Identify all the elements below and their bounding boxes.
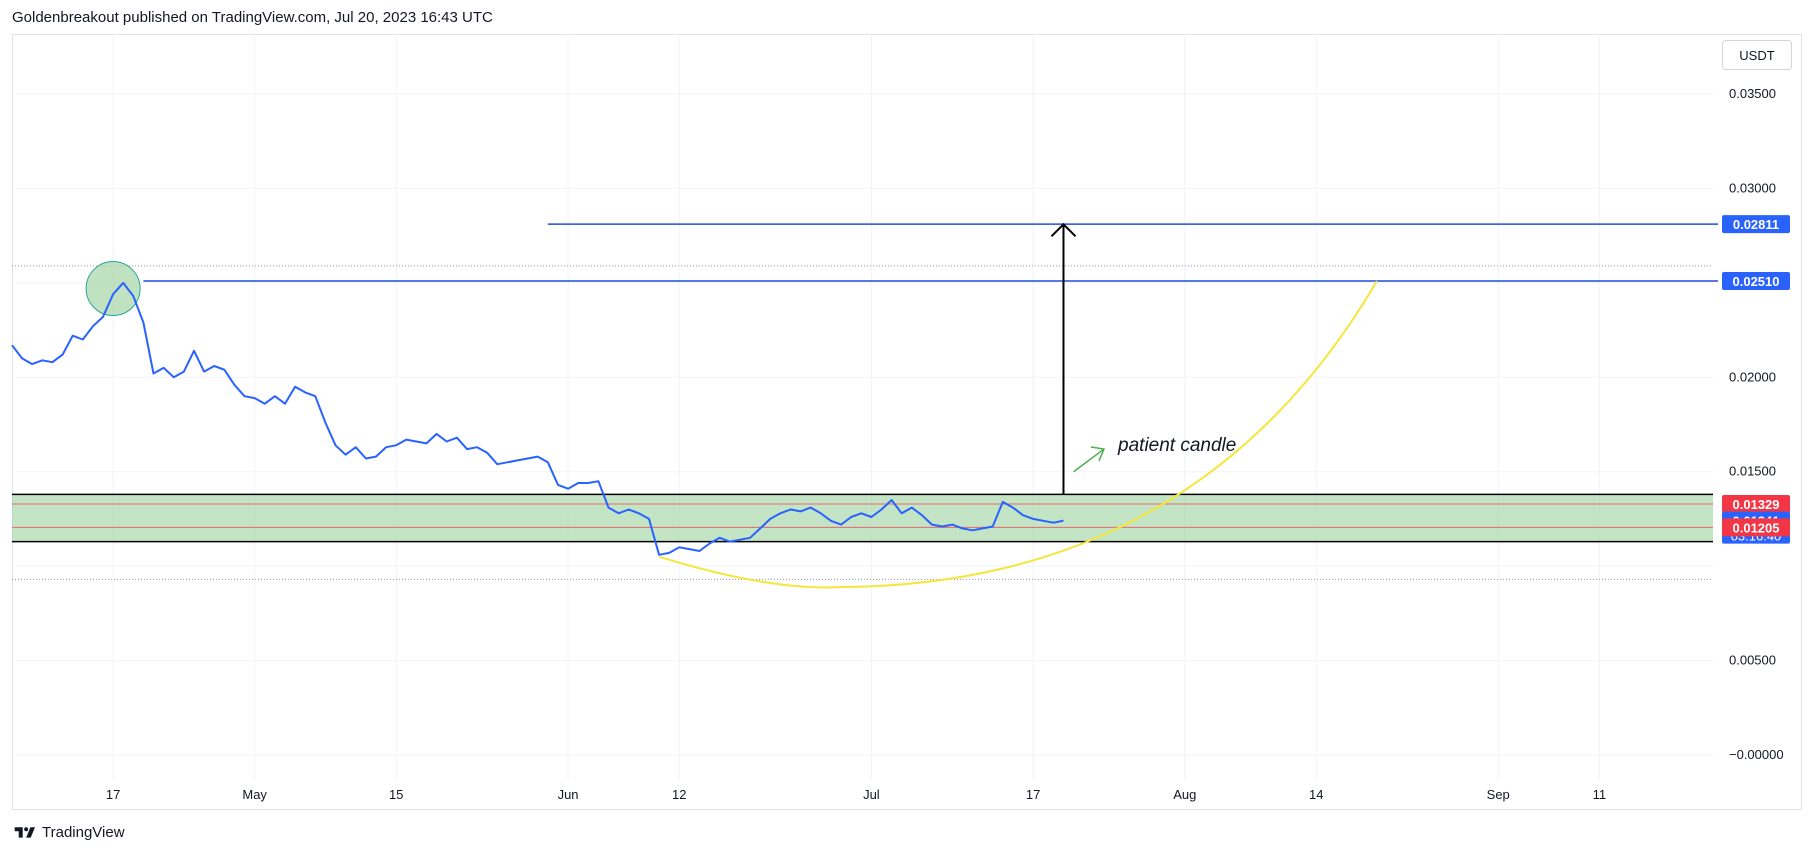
- level-price-label: 0.02510: [1733, 274, 1780, 289]
- x-tick-label: Aug: [1173, 787, 1196, 802]
- x-tick-label: Jun: [558, 787, 579, 802]
- axis-price-label: 0.01205: [1733, 520, 1780, 535]
- chart-frame: [12, 34, 1802, 810]
- support-zone: [12, 493, 1713, 543]
- publish-header: Goldenbreakout published on TradingView.…: [12, 9, 493, 26]
- axis-price-label-bg: [1722, 518, 1790, 537]
- x-tick-label: Sep: [1487, 787, 1510, 802]
- x-tick-label: Jul: [863, 787, 880, 802]
- x-tick-label: 17: [1026, 787, 1040, 802]
- tradingview-brand-text: TradingView: [42, 824, 125, 841]
- y-tick-label: 0.00500: [1729, 653, 1776, 668]
- green-arrow-head: [1090, 446, 1105, 462]
- price-labels: 0.028110.025100.013290.0124103:16:400.01…: [1722, 215, 1790, 544]
- x-tick-label: 17: [106, 787, 120, 802]
- highlight-circle: [85, 261, 141, 317]
- annotations: patient candle: [1050, 222, 1236, 495]
- y-tick-label: −0.00000: [1729, 747, 1784, 762]
- y-tick-label: 0.01500: [1729, 464, 1776, 479]
- tradingview-logo-icon: [14, 826, 35, 838]
- y-tick-label: 0.02000: [1729, 369, 1776, 384]
- horizontal-levels: [143, 223, 1718, 282]
- axis-price-label-bg: [1722, 495, 1790, 514]
- y-tick-label: 0.03000: [1729, 180, 1776, 195]
- price-line: [11, 281, 1064, 556]
- level-price-label: 0.02811: [1733, 217, 1779, 232]
- x-tick-label: 14: [1309, 787, 1323, 802]
- x-tick-label: May: [242, 787, 267, 802]
- price-series: [11, 281, 1064, 556]
- level-price-label-bg: [1722, 215, 1790, 234]
- x-tick-label: 11: [1593, 787, 1607, 802]
- axes: 0.03500 0.03000 0.02000 0.01500 0.00500 −0.00…: [106, 86, 1784, 802]
- currency-button[interactable]: USDT: [1722, 40, 1792, 70]
- annotation-text: patient candle: [1117, 435, 1236, 456]
- rounding-curve: [85, 261, 1378, 589]
- green-arrow-line: [1073, 448, 1105, 473]
- level-price-label-bg: [1722, 271, 1790, 290]
- rounding-bottom-curve: [658, 280, 1378, 589]
- x-tick-label: 15: [389, 787, 403, 802]
- target-arrow-head: [1050, 222, 1077, 238]
- grid: [12, 34, 1713, 780]
- axis-price-label: 0.01329: [1733, 497, 1780, 512]
- x-tick-label: 12: [672, 787, 686, 802]
- tradingview-brand[interactable]: TradingView: [12, 824, 125, 841]
- zone-rect: [12, 494, 1713, 542]
- y-tick-label: 0.03500: [1729, 86, 1776, 101]
